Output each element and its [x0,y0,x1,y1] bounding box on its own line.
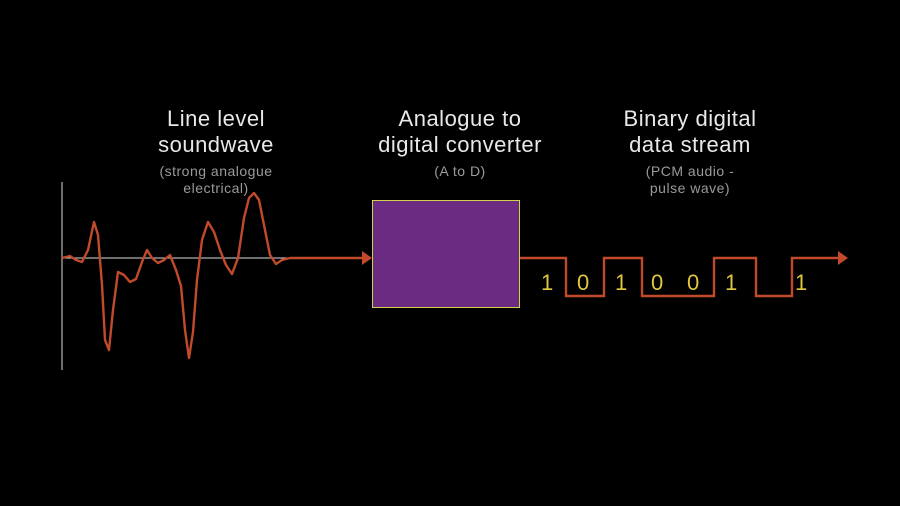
label-binary-sub: (PCM audio -pulse wave) [590,163,790,197]
label-line-level-title: Line levelsoundwave [116,106,316,159]
bit-digit: 1 [725,270,737,296]
arrow-to-converter-head [362,251,372,265]
arrow-output-head [838,251,848,265]
label-binary: Binary digitaldata stream (PCM audio -pu… [590,106,790,196]
label-binary-title: Binary digitaldata stream [590,106,790,159]
bit-digit: 0 [651,270,663,296]
bit-digit: 0 [687,270,699,296]
bit-digit: 1 [541,270,553,296]
bit-digit: 1 [615,270,627,296]
analogue-waveform [62,193,290,358]
label-converter-title: Analogue todigital converter [360,106,560,159]
converter-box [372,200,520,308]
label-line-level-sub: (strong analogueelectrical) [116,163,316,197]
bit-digit: 1 [795,270,807,296]
digital-pulse-wave [520,258,838,296]
bit-digit: 0 [577,270,589,296]
label-converter: Analogue todigital converter (A to D) [360,106,560,180]
label-line-level: Line levelsoundwave (strong analogueelec… [116,106,316,196]
label-converter-sub: (A to D) [360,163,560,180]
